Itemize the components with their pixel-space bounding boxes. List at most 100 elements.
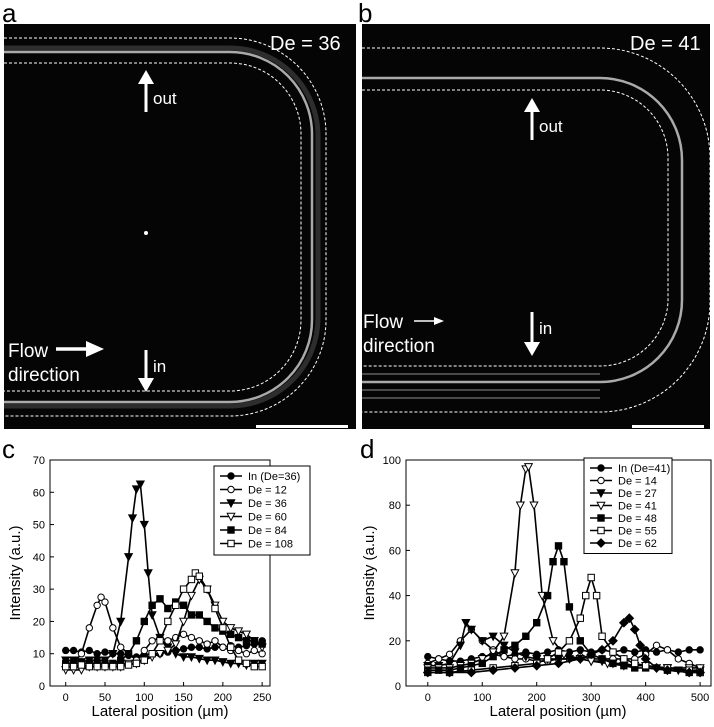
data-point [242, 637, 251, 645]
data-point [515, 501, 526, 511]
data-point [631, 648, 639, 656]
data-point [488, 648, 498, 658]
series-7 [422, 613, 706, 678]
de-label-b: De = 41 [630, 33, 701, 55]
data-point [511, 641, 519, 650]
legend-entry: In (De=41) [590, 463, 670, 475]
legend-marker [596, 501, 606, 511]
data-point [445, 650, 454, 659]
data-point [172, 601, 180, 609]
data-point [258, 640, 266, 648]
data-point [499, 641, 509, 651]
data-point [684, 667, 695, 678]
data-point [109, 624, 117, 632]
chart-c-ylabel: Intensity (a.u.) [7, 525, 24, 620]
chart-d: 0 100 200 300 400 500 0 20 40 60 80 100 Lateral pos… [361, 455, 712, 720]
legend-marker [226, 499, 236, 509]
data-point [674, 648, 683, 656]
x-tick-label: 0 [63, 692, 69, 704]
data-point [529, 501, 539, 511]
data-point [171, 640, 181, 650]
y-tick-label: 100 [383, 455, 401, 467]
channel-inner-wall-b [362, 89, 669, 367]
x-tick-label: 100 [135, 692, 153, 704]
legend-marker [596, 538, 606, 548]
channel-fluorescence-a [4, 50, 314, 404]
data-point [211, 604, 219, 613]
data-point [211, 637, 219, 645]
data-point [93, 662, 101, 671]
panel-label-d: d [360, 434, 374, 464]
data-point [488, 665, 499, 676]
data-point [631, 659, 639, 668]
legend-marker [597, 514, 605, 522]
data-point [477, 655, 487, 664]
y-tick-label: 0 [395, 681, 401, 693]
channel-inner-wall-a [4, 62, 302, 392]
data-point [124, 650, 133, 658]
channel-fluorescence-b [362, 76, 684, 384]
data-point [608, 635, 618, 646]
data-point [132, 637, 141, 645]
data-point [77, 650, 86, 658]
legend-entry: De = 108 [220, 539, 293, 551]
data-point [510, 569, 520, 579]
de-label-a: De = 36 [270, 33, 341, 55]
data-point [139, 520, 149, 530]
x-tick-label: 0 [425, 692, 431, 704]
legend-marker [597, 476, 605, 485]
legend-label: In (De=36) [248, 471, 300, 483]
legend-label: De = 60 [248, 512, 287, 524]
panel-label-a: a [2, 0, 17, 28]
y-tick-label: 0 [39, 681, 45, 693]
data-point [135, 480, 145, 490]
y-tick-label: 20 [389, 636, 401, 648]
data-point [140, 617, 148, 626]
channel-streaks-b [362, 373, 600, 399]
data-point [685, 646, 693, 654]
data-point [258, 662, 266, 671]
data-point [576, 637, 584, 645]
legend-label: De = 12 [248, 485, 287, 497]
data-point [478, 659, 486, 668]
data-point [156, 637, 164, 645]
legend-entry: De = 14 [590, 476, 657, 488]
legend-entry: De = 60 [220, 512, 287, 524]
data-point [131, 485, 142, 495]
data-point [62, 662, 70, 671]
chart-d-marks [422, 463, 706, 678]
legend-label: De = 41 [618, 501, 657, 513]
legend-marker [597, 526, 605, 535]
data-point [211, 643, 219, 651]
y-tick-label: 60 [33, 487, 45, 499]
chart-c: 0 50 100 150 200 250 0 10 20 30 40 50 60 70 Lateral p… [7, 455, 311, 720]
data-point [444, 667, 455, 678]
data-point [203, 617, 211, 626]
chart-d-xlabel: Lateral position (µm) [489, 703, 626, 720]
x-tick-label: 100 [473, 692, 491, 704]
legend-entry: De = 36 [220, 498, 287, 510]
data-point [179, 601, 188, 609]
data-point [219, 643, 227, 651]
data-point [510, 663, 520, 673]
data-point [466, 667, 477, 678]
data-point [179, 630, 188, 639]
data-point [148, 650, 156, 658]
data-point [500, 652, 508, 661]
data-point [178, 617, 189, 627]
chart-c-frame [49, 459, 271, 687]
out-label-b: out [539, 117, 563, 136]
data-point [466, 625, 476, 635]
data-point [575, 653, 586, 664]
legend-entry: De = 41 [590, 501, 657, 513]
data-point [132, 659, 141, 668]
micrograph-b-background [362, 24, 710, 429]
flow-label-1-a: Flow [8, 341, 48, 362]
flow-arrow-icon-b [434, 317, 444, 325]
data-point [663, 646, 672, 654]
data-point [242, 650, 251, 658]
data-point [531, 660, 542, 671]
data-point [140, 646, 148, 655]
data-point [576, 614, 584, 622]
